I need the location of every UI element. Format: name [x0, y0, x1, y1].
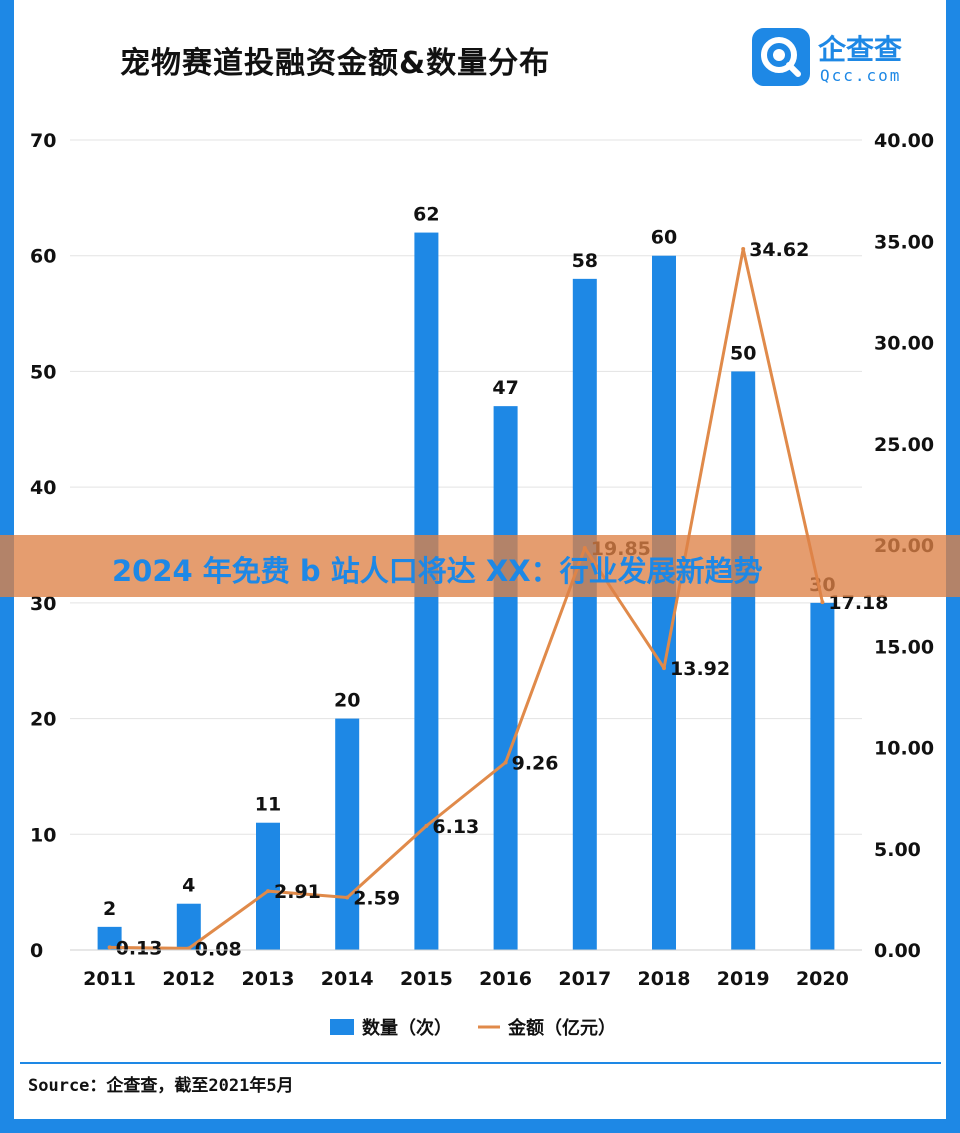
bar-2017 [572, 278, 597, 950]
qcc-logo-icon [752, 28, 810, 86]
line-point-2013 [266, 889, 270, 894]
y-right-tick-label: 10.00 [874, 738, 934, 760]
y-right-tick-label: 30.00 [874, 333, 934, 355]
x-tick-label: 2017 [558, 968, 611, 990]
bar-label-2015: 62 [413, 204, 439, 226]
overlay-banner [0, 535, 960, 597]
y-right-tick-label: 0.00 [874, 940, 921, 962]
bar-2019 [731, 371, 756, 950]
line-label-2013: 2.91 [274, 881, 321, 903]
line-label-2011: 0.13 [116, 937, 163, 959]
line-point-2012 [186, 946, 191, 951]
brand-sub: Qcc.com [820, 66, 902, 85]
bar-label-2011: 2 [103, 898, 116, 920]
legend-label-amount: 金额（亿元） [507, 1017, 616, 1039]
bar-label-2018: 60 [651, 227, 677, 249]
x-tick-label: 2012 [162, 968, 215, 990]
bar-label-2019: 50 [730, 342, 756, 364]
amount-line [109, 247, 824, 950]
line-point-2018 [662, 666, 666, 671]
line-point-2019 [741, 246, 746, 251]
line-label-2015: 6.13 [432, 816, 479, 838]
source-note: Source：企查查，截至2021年5月 [28, 1076, 294, 1096]
y-left-tick-label: 50 [30, 361, 56, 383]
bar-label-2017: 58 [572, 250, 598, 272]
bar-label-2013: 11 [255, 794, 281, 816]
line-label-2018: 13.92 [670, 658, 730, 680]
x-tick-label: 2015 [400, 968, 453, 990]
x-tick-label: 2019 [717, 968, 770, 990]
bar-label-2012: 4 [182, 875, 195, 897]
line-label-2012: 0.08 [195, 938, 242, 960]
y-left-tick-label: 0 [30, 940, 43, 962]
chart-title: 宠物赛道投融资金额&数量分布 [120, 46, 551, 81]
line-label-2020: 17.18 [828, 592, 888, 614]
x-tick-label: 2011 [83, 968, 136, 990]
y-left-tick-label: 30 [30, 593, 56, 615]
legend-swatch-count [330, 1019, 354, 1035]
x-tick-label: 2020 [796, 968, 849, 990]
x-tick-label: 2013 [242, 968, 295, 990]
source-divider [20, 1062, 941, 1064]
line-point-2020 [820, 600, 825, 605]
bar-2014 [335, 718, 360, 950]
y-left-tick-label: 60 [30, 246, 56, 268]
line-label-2016: 9.26 [512, 752, 559, 774]
x-tick-label: 2014 [321, 968, 374, 990]
line-label-2014: 2.59 [353, 888, 400, 910]
bar-2018 [652, 255, 676, 950]
line-point-2014 [345, 895, 350, 900]
line-point-2011 [107, 945, 112, 950]
bar-label-2016: 47 [492, 377, 518, 399]
y-left-tick-label: 40 [30, 477, 56, 499]
bar-label-2014: 20 [334, 690, 360, 712]
legend-label-count: 数量（次） [362, 1017, 452, 1039]
x-tick-label: 2018 [638, 968, 691, 990]
y-right-tick-label: 5.00 [874, 839, 921, 861]
bar-2013 [256, 822, 280, 950]
y-left-tick-label: 70 [30, 130, 56, 152]
y-left-tick-label: 10 [30, 824, 56, 846]
bar-2020 [810, 602, 835, 950]
x-tick-label: 2016 [479, 968, 532, 990]
bar-2016 [493, 406, 518, 951]
line-point-2016 [503, 760, 508, 765]
y-right-tick-label: 35.00 [874, 231, 934, 253]
y-right-tick-label: 25.00 [874, 434, 934, 456]
y-right-tick-label: 15.00 [874, 636, 934, 658]
overlay-banner-text: 2024 年免费 b 站人口将达 XX：行业发展新趋势 [112, 554, 763, 588]
y-left-tick-label: 20 [30, 709, 56, 731]
bar-2011 [97, 926, 122, 950]
line-point-2015 [424, 823, 429, 828]
brand-logo: 企查查 Qcc.com [752, 28, 922, 90]
y-right-tick-label: 40.00 [874, 130, 934, 152]
line-label-2019: 34.62 [749, 239, 809, 261]
brand-name: 企查查 [818, 33, 903, 66]
